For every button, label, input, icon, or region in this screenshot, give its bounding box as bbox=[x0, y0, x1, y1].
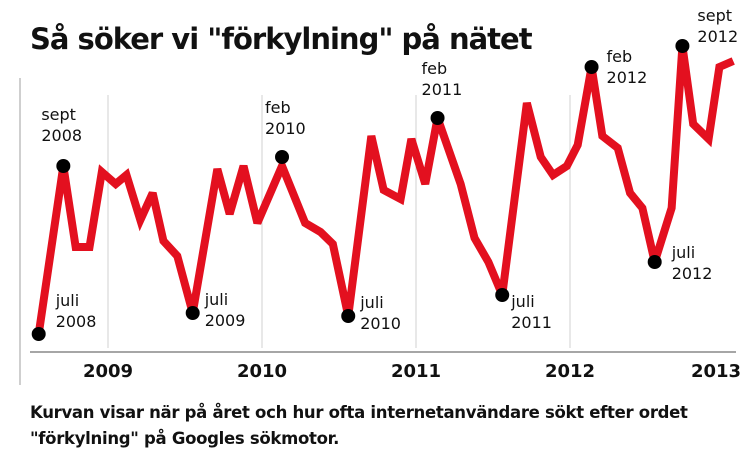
x-tick-label: 2011 bbox=[391, 361, 441, 382]
annotation-month: juli bbox=[55, 291, 79, 310]
annotation-dot bbox=[275, 150, 290, 164]
annotation-dot bbox=[56, 159, 71, 173]
annotation-month: sept bbox=[697, 6, 732, 25]
annotation-month: juli bbox=[671, 243, 695, 262]
x-tick-label: 2012 bbox=[545, 361, 595, 382]
chart-caption: Kurvan visar när på året och hur ofta in… bbox=[30, 403, 688, 448]
annotation-dot bbox=[341, 309, 356, 323]
annotation-month: feb bbox=[607, 47, 633, 66]
annotation-year: 2009 bbox=[205, 311, 246, 330]
x-tick-label: 2010 bbox=[237, 361, 287, 382]
annotation-dot bbox=[584, 60, 599, 74]
annotation-month: juli bbox=[359, 293, 383, 312]
annotation-month: sept bbox=[41, 105, 76, 124]
annotation-year: 2012 bbox=[607, 68, 648, 87]
annotation-year: 2008 bbox=[41, 126, 82, 145]
annotation-year: 2012 bbox=[697, 27, 738, 46]
annotation-year: 2011 bbox=[511, 313, 552, 332]
line-chart: 2009 2010 2011 2012 2013 juli 2008 sept 2008 jul… bbox=[19, 6, 741, 385]
annotation-year: 2010 bbox=[265, 119, 306, 138]
annotation-month: juli bbox=[204, 290, 228, 309]
annotation-dot bbox=[31, 327, 46, 341]
annotation-year: 2012 bbox=[672, 264, 713, 283]
annotation-year: 2011 bbox=[422, 80, 463, 99]
x-tick-label: 2009 bbox=[83, 361, 133, 382]
annotation-dot bbox=[430, 111, 445, 125]
annotation-year: 2008 bbox=[56, 312, 97, 331]
annotation-month: feb bbox=[265, 98, 291, 117]
annotation-month: juli bbox=[510, 292, 534, 311]
annotation-dot bbox=[495, 288, 510, 302]
annotation-year: 2010 bbox=[360, 314, 401, 333]
x-tick-label: 2013 bbox=[691, 361, 741, 382]
annotation-dot bbox=[647, 255, 662, 269]
series-line-forkylning bbox=[34, 45, 735, 335]
annotation-dot bbox=[675, 39, 690, 53]
chart-title: Så söker vi "förkylning" på nätet bbox=[30, 22, 533, 56]
annotation-dot bbox=[185, 306, 200, 320]
annotation-month: feb bbox=[422, 59, 448, 78]
